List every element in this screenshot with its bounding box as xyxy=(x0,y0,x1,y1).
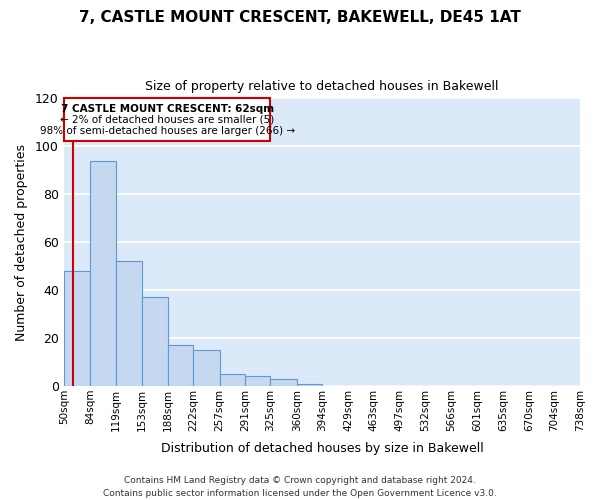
Title: Size of property relative to detached houses in Bakewell: Size of property relative to detached ho… xyxy=(145,80,499,93)
Y-axis label: Number of detached properties: Number of detached properties xyxy=(15,144,28,340)
Text: 7, CASTLE MOUNT CRESCENT, BAKEWELL, DE45 1AT: 7, CASTLE MOUNT CRESCENT, BAKEWELL, DE45… xyxy=(79,10,521,25)
Bar xyxy=(297,384,322,386)
Bar xyxy=(193,350,220,386)
Bar xyxy=(245,376,271,386)
Text: 98% of semi-detached houses are larger (266) →: 98% of semi-detached houses are larger (… xyxy=(40,126,295,136)
Bar xyxy=(142,298,168,386)
Text: 7 CASTLE MOUNT CRESCENT: 62sqm: 7 CASTLE MOUNT CRESCENT: 62sqm xyxy=(61,104,274,114)
Bar xyxy=(116,262,142,386)
Bar xyxy=(64,271,90,386)
Text: Contains HM Land Registry data © Crown copyright and database right 2024.
Contai: Contains HM Land Registry data © Crown c… xyxy=(103,476,497,498)
Bar xyxy=(168,345,193,386)
Bar xyxy=(90,160,116,386)
Bar xyxy=(271,379,297,386)
Bar xyxy=(220,374,245,386)
Bar xyxy=(64,98,271,142)
Text: ← 2% of detached houses are smaller (5): ← 2% of detached houses are smaller (5) xyxy=(61,115,275,125)
X-axis label: Distribution of detached houses by size in Bakewell: Distribution of detached houses by size … xyxy=(161,442,484,455)
